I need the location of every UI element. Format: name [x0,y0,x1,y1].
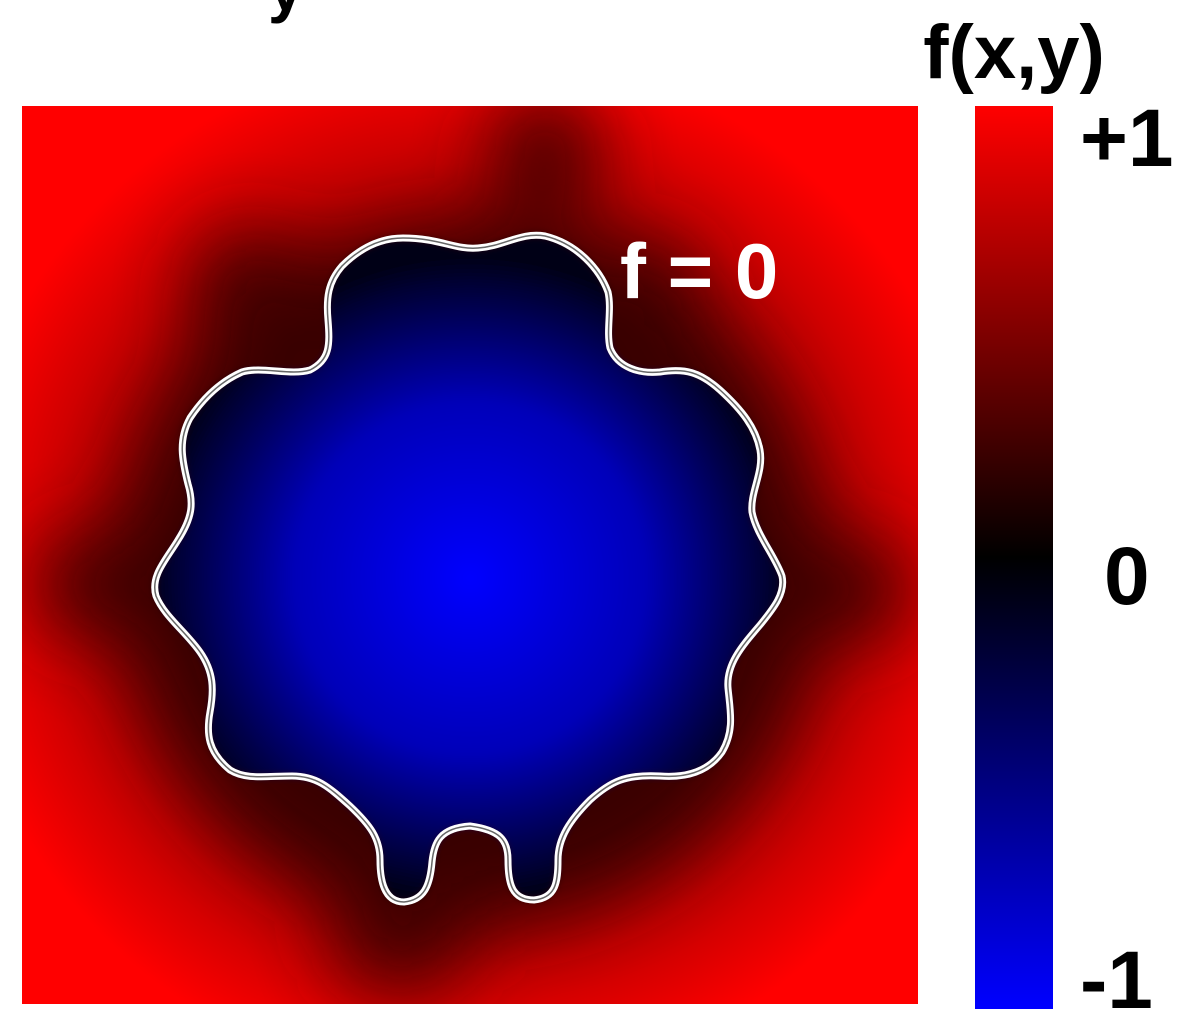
colorbar-tick-max: +1 [1080,93,1174,184]
colorbar-tick-mid: 0 [1104,531,1150,622]
interior-region [154,235,783,903]
colorbar-title: f(x,y) [923,10,1105,95]
contour-label: f = 0 [620,227,778,315]
scalar-field-heatmap [22,106,918,1004]
colorbar-gradient [975,106,1053,1009]
colorbar: f(x,y) +1 0 -1 [923,10,1173,1011]
cropped-top-glyph: y [268,0,304,24]
zero-level-contour-edge [154,234,784,903]
colorbar-tick-min: -1 [1080,935,1153,1011]
